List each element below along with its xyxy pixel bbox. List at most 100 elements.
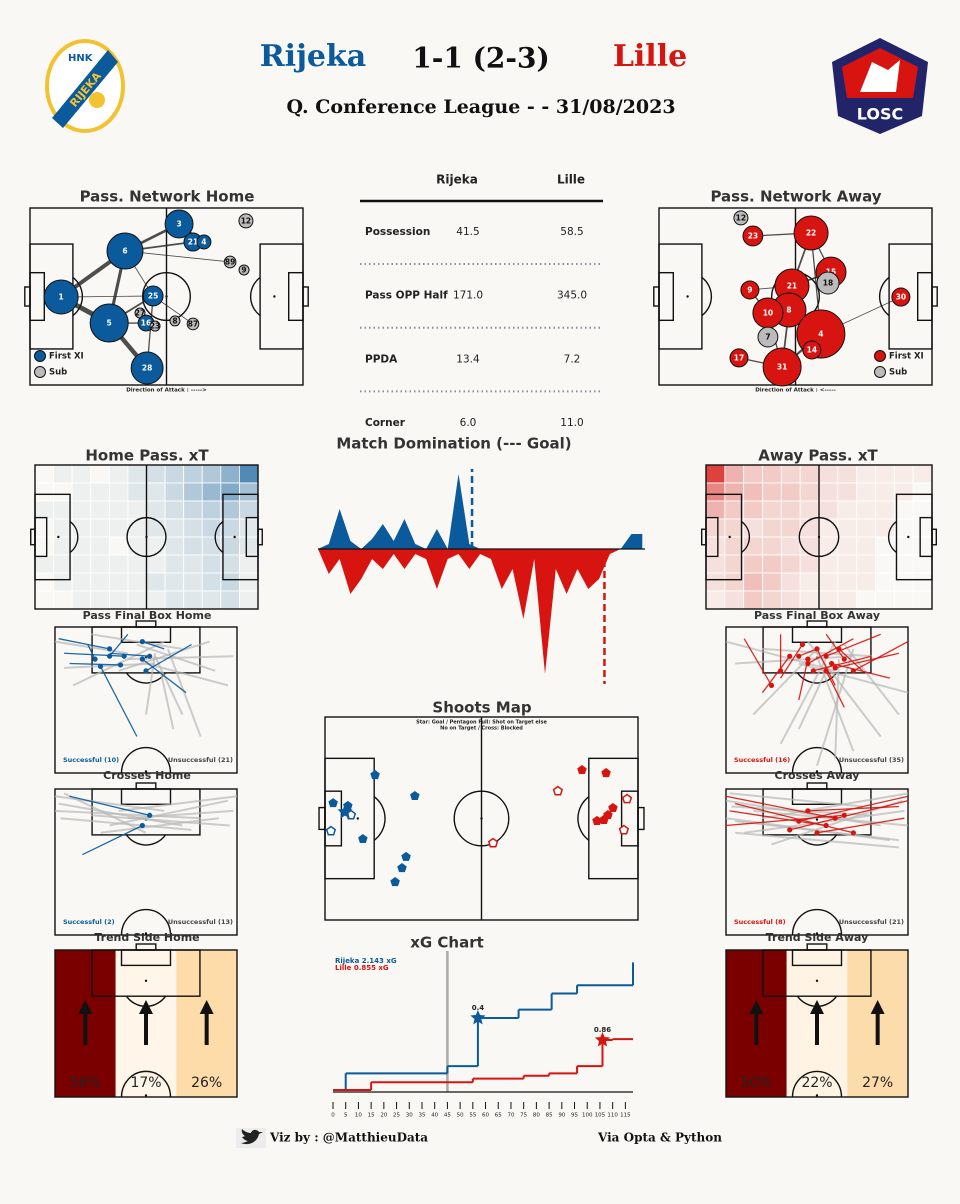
successful-pass bbox=[64, 652, 125, 657]
xt-cell bbox=[799, 500, 820, 520]
xg-legend: Lille 0.855 xG bbox=[335, 964, 389, 972]
xt-cell bbox=[183, 482, 203, 502]
xt-cell bbox=[705, 590, 726, 610]
xt-cell bbox=[34, 518, 54, 538]
player-node bbox=[196, 234, 212, 250]
xt-cell bbox=[799, 590, 820, 610]
x-tick-label: 20 bbox=[380, 1113, 387, 1119]
pitch-goal bbox=[806, 782, 828, 790]
xt-cell bbox=[893, 590, 914, 610]
pitch-spot bbox=[165, 295, 168, 298]
xt-cell bbox=[34, 482, 54, 502]
x-tick-label: 105 bbox=[595, 1113, 606, 1119]
logo-emblem bbox=[89, 92, 105, 108]
pass-end bbox=[107, 646, 113, 652]
stats-label: Pass OPP Half bbox=[365, 290, 448, 302]
unsuccessful-pass bbox=[127, 809, 234, 820]
player-label: 8 bbox=[172, 316, 177, 325]
shot-legend-note: Star: Goal / Pentagon Full: Shot on Targ… bbox=[416, 720, 547, 726]
xt-cell bbox=[818, 464, 839, 484]
pitch-arc bbox=[250, 276, 261, 317]
successful-pass bbox=[725, 814, 845, 827]
unsuccessful-pass bbox=[109, 799, 229, 827]
xt-cell bbox=[146, 464, 166, 484]
shot-legend-note: No on Target / Cross: Blocked bbox=[440, 726, 523, 732]
pass-end bbox=[139, 822, 145, 829]
pass-end bbox=[97, 663, 104, 670]
unsuccessful-label: Unsuccessful (35) bbox=[839, 756, 904, 764]
legend-label: Sub bbox=[889, 368, 907, 378]
pass-end bbox=[832, 665, 838, 671]
xt-cell bbox=[34, 572, 54, 592]
xt-cell bbox=[875, 500, 895, 520]
player-label: 7 bbox=[765, 333, 770, 342]
pitch-arc bbox=[796, 672, 838, 684]
xt-cell bbox=[53, 590, 73, 610]
x-tick-label: 30 bbox=[406, 1113, 413, 1119]
xt-cell bbox=[856, 590, 876, 610]
x-tick-label: 100 bbox=[582, 1113, 593, 1119]
player-node bbox=[149, 320, 161, 332]
shot-on-target bbox=[608, 802, 618, 812]
unsuccessful-label: Unsuccessful (21) bbox=[839, 918, 904, 926]
successful-pass bbox=[813, 655, 872, 672]
unsuccessful-pass bbox=[797, 670, 828, 730]
player-node bbox=[186, 317, 200, 331]
player-node bbox=[742, 225, 764, 247]
player-label: 31 bbox=[777, 362, 787, 371]
stats-value: 6.0 bbox=[460, 417, 477, 429]
player-node bbox=[223, 255, 237, 269]
xt-cell bbox=[239, 554, 259, 574]
shot-on-target bbox=[370, 770, 380, 780]
legend-label: First XI bbox=[49, 352, 84, 362]
pitch-spot bbox=[815, 979, 819, 982]
xt-cell bbox=[201, 482, 222, 502]
x-tick-label: 55 bbox=[469, 1113, 476, 1119]
player-node bbox=[43, 279, 79, 315]
pass-end bbox=[787, 827, 793, 833]
stats-value: 7.2 bbox=[564, 353, 581, 365]
x-tick-label: 0 bbox=[331, 1113, 335, 1119]
player-label: 27 bbox=[135, 308, 145, 317]
xt-cell bbox=[108, 518, 129, 538]
xt-cell bbox=[705, 482, 726, 502]
xt-cell bbox=[71, 464, 92, 484]
pitch-spot bbox=[144, 932, 148, 935]
successful-pass bbox=[109, 652, 150, 657]
player-label: 3 bbox=[176, 219, 181, 228]
pass-end bbox=[768, 682, 775, 689]
unsuccessful-pass bbox=[154, 655, 184, 716]
player-label: 9 bbox=[747, 285, 752, 294]
shot-on-target bbox=[390, 877, 400, 887]
xt-cell bbox=[164, 464, 185, 484]
xt-cell bbox=[762, 554, 782, 574]
pitch-spot bbox=[817, 535, 821, 539]
xt-cell bbox=[818, 500, 839, 520]
player-node bbox=[238, 264, 250, 276]
trend-value: 26% bbox=[191, 1075, 222, 1091]
xt-cell bbox=[856, 554, 876, 574]
xt-cell bbox=[762, 464, 782, 484]
successful-pass bbox=[99, 666, 138, 737]
shot-goal bbox=[337, 804, 353, 819]
subtitle: Q. Conference League - - 31/08/2023 bbox=[286, 96, 675, 118]
pass-end bbox=[841, 656, 847, 662]
xt-cell bbox=[856, 572, 876, 592]
x-tick-label: 75 bbox=[520, 1113, 527, 1119]
player-label: 23 bbox=[150, 322, 160, 331]
stats-label: Corner bbox=[365, 417, 406, 429]
shot-off-target bbox=[552, 785, 564, 796]
stats-header: Rijeka bbox=[436, 173, 478, 187]
player-label: 12 bbox=[241, 216, 251, 225]
xt-cell bbox=[164, 482, 185, 502]
successful-pass bbox=[725, 795, 836, 819]
xt-cell bbox=[201, 500, 222, 520]
pitch-goal bbox=[135, 782, 157, 790]
unsuccessful-pass bbox=[816, 655, 855, 752]
pitch-goal bbox=[931, 286, 938, 307]
xt-cell bbox=[164, 518, 185, 538]
xt-cell bbox=[164, 554, 185, 574]
player-label: 21 bbox=[787, 282, 797, 291]
xt-cell bbox=[762, 518, 782, 538]
xt-cell bbox=[127, 500, 147, 520]
